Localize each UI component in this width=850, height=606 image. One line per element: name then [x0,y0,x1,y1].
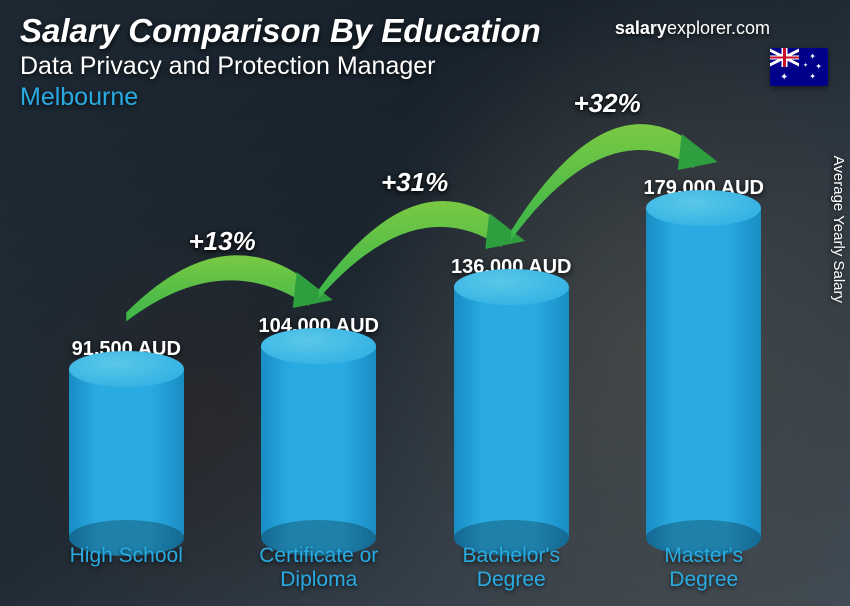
bar-top-ellipse [454,269,569,305]
title-sub: Data Privacy and Protection Manager [20,52,830,81]
bar-label: High School [41,544,211,592]
bar-label: Certificate orDiploma [234,544,404,592]
bar-3d [69,369,184,538]
bar-top-ellipse [646,190,761,226]
chart-area: 91,500 AUD104,000 AUD136,000 AUD179,000 … [30,140,800,592]
y-axis-label: Average Yearly Salary [830,156,847,303]
bar-3d [646,208,761,538]
bar-3d [261,346,376,538]
bar-body [261,346,376,538]
labels-row: High School Certificate orDiploma Bachelor… [30,544,800,592]
brand-watermark: salaryexplorer.com [615,18,770,39]
bar-group: 179,000 AUD [619,177,789,538]
bar-body [646,208,761,538]
bar-group: 136,000 AUD [426,256,596,538]
bar-group: 104,000 AUD [234,315,404,538]
increase-percent-label: +32% [574,88,641,119]
bars-container: 91,500 AUD104,000 AUD136,000 AUD179,000 … [30,178,800,538]
bar-body [454,287,569,538]
increase-percent-label: +31% [381,167,448,198]
bar-3d [454,287,569,538]
increase-percent-label: +13% [189,226,256,257]
brand-rest: explorer.com [667,18,770,38]
bar-top-ellipse [261,328,376,364]
bar-label: Master'sDegree [619,544,789,592]
bar-group: 91,500 AUD [41,338,211,538]
flag-icon: ✦ ✦ ✦ ✦ ✦ [770,48,828,86]
bar-body [69,369,184,538]
increase-arrowhead-icon [678,134,718,170]
bar-label: Bachelor'sDegree [426,544,596,592]
title-location: Melbourne [20,83,830,112]
bar-top-ellipse [69,351,184,387]
brand-bold: salary [615,18,667,38]
